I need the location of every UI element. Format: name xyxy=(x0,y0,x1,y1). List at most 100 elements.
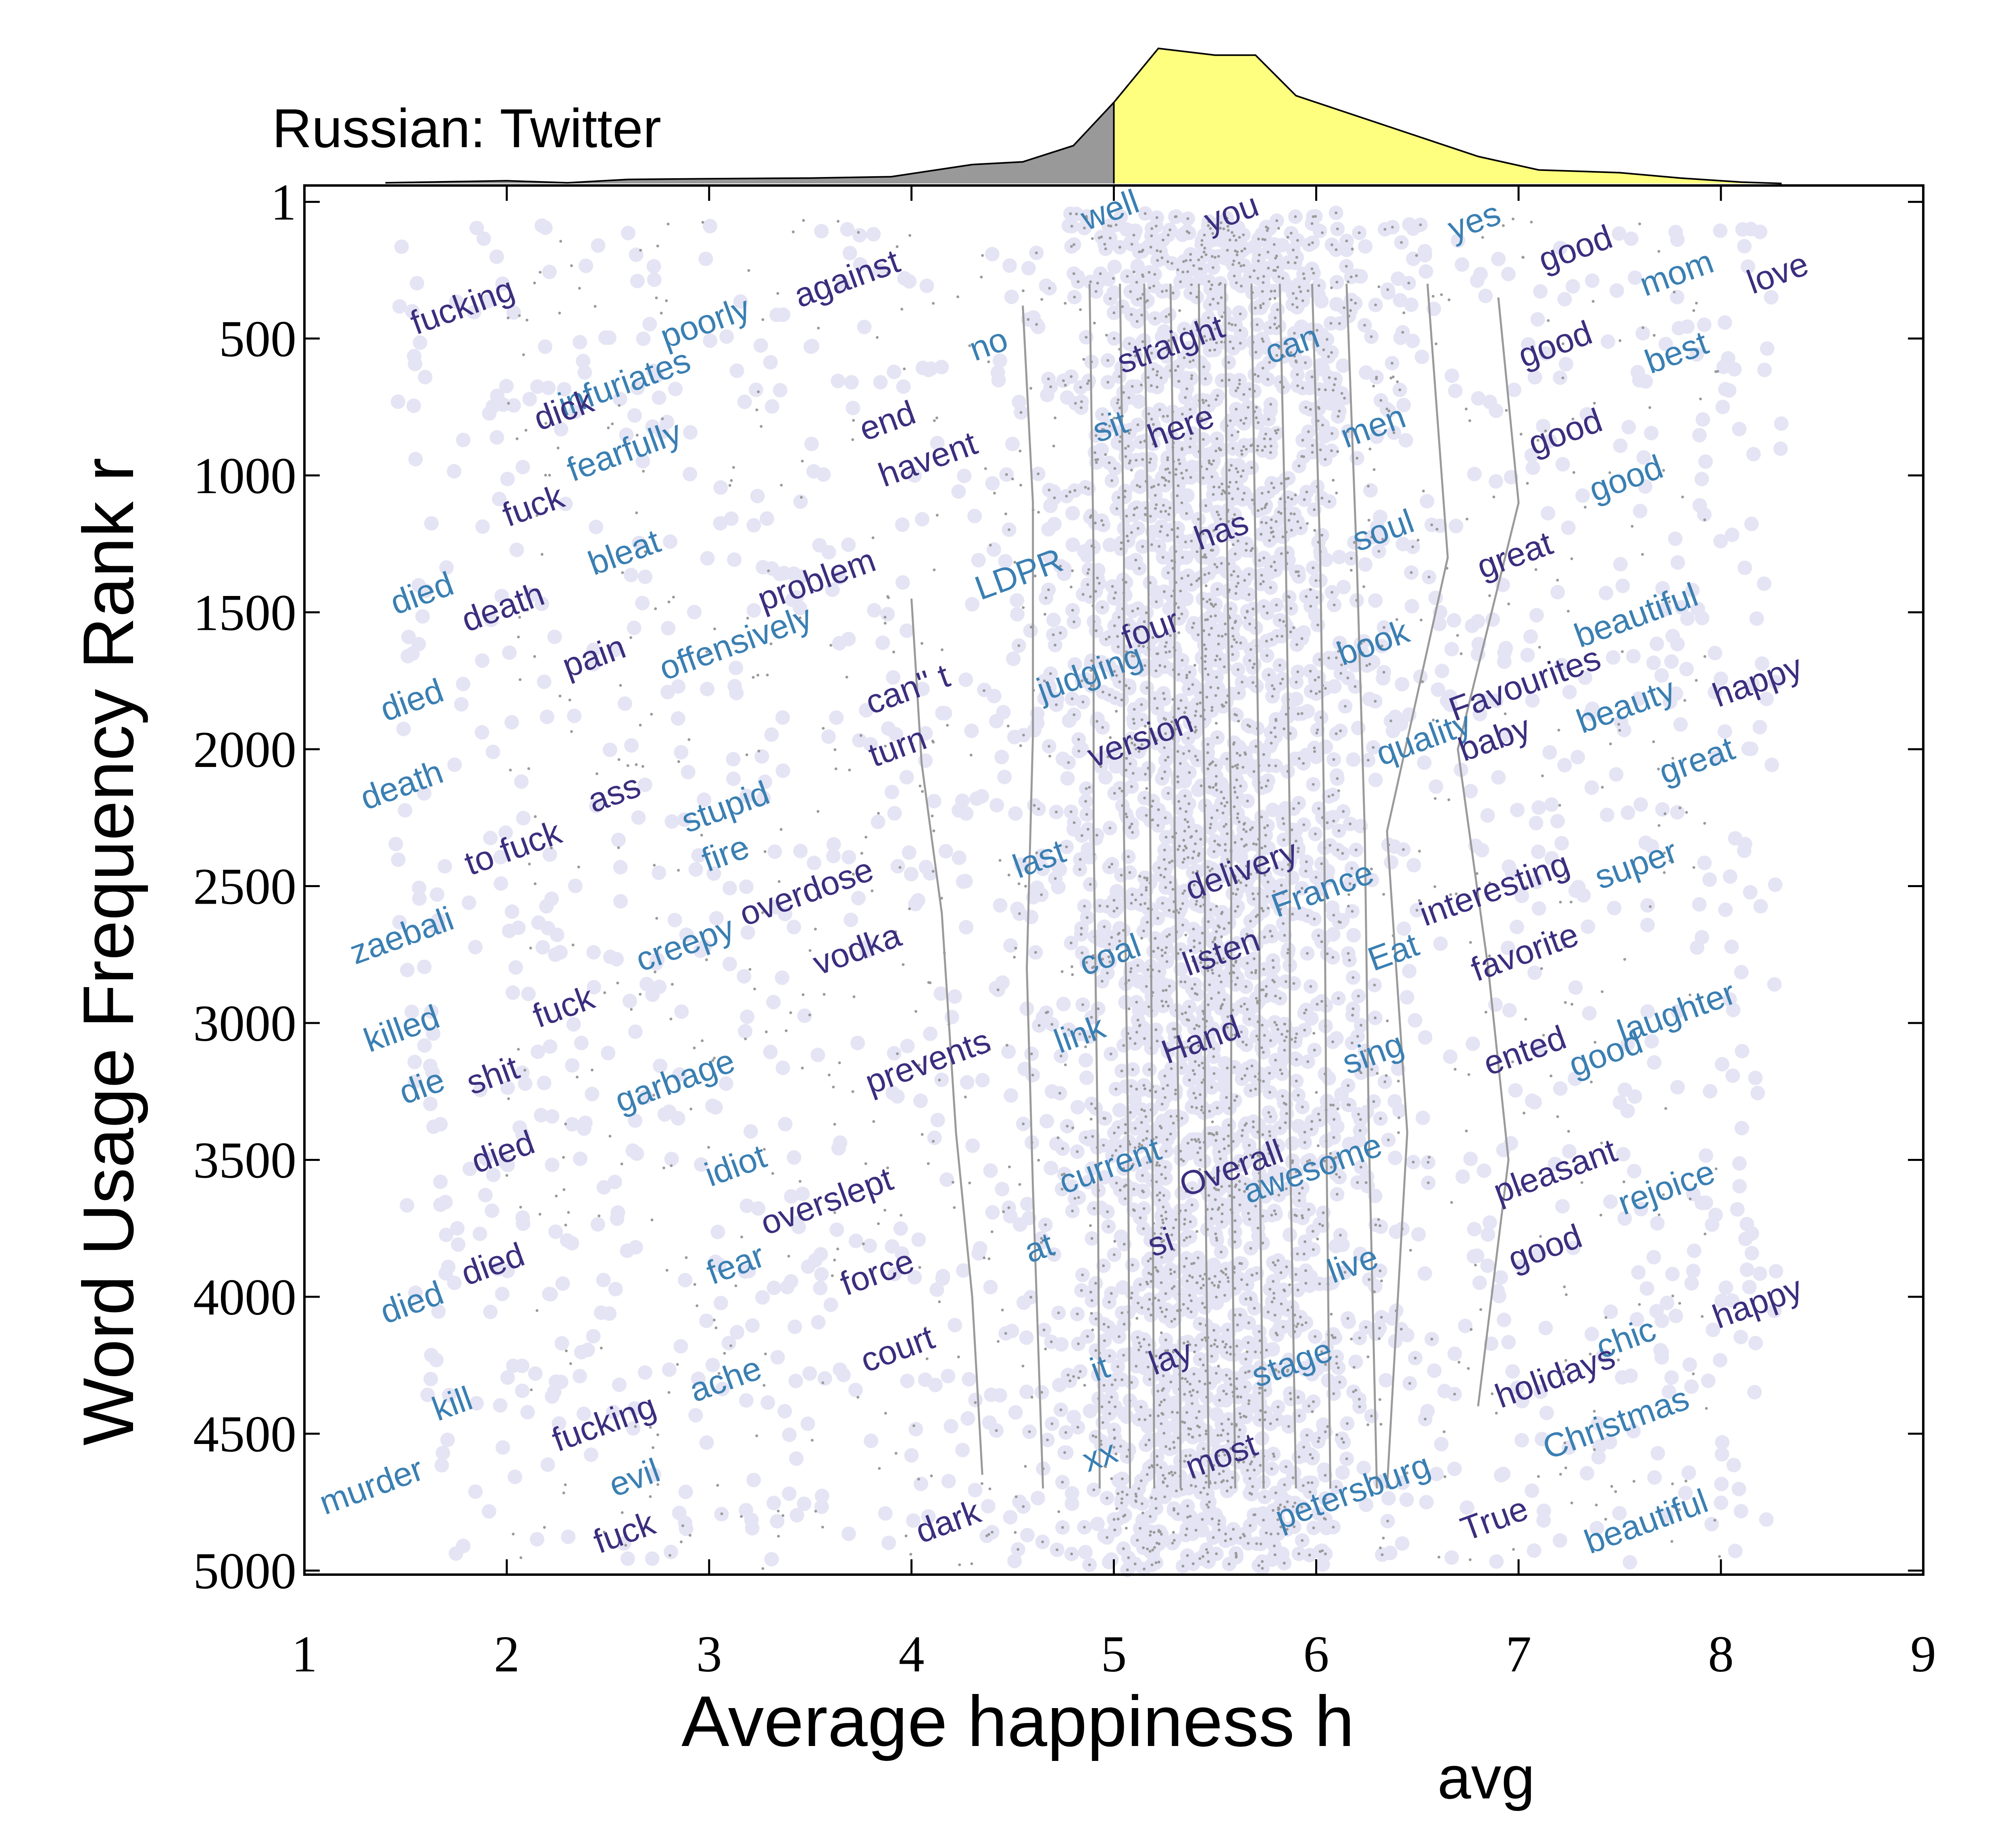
word-label: dark xyxy=(910,1492,986,1550)
word-label: super xyxy=(1590,832,1683,896)
contour-line-14 xyxy=(1457,297,1520,1406)
contour-line-1 xyxy=(910,598,983,1475)
word-label: died xyxy=(375,1273,448,1331)
contour-line-7 xyxy=(1198,283,1210,1489)
word-label: good xyxy=(1513,313,1597,375)
word-label: zaebali xyxy=(345,899,458,971)
x-tick-labels: 1 2 3 4 5 6 7 8 9 xyxy=(292,1625,1936,1683)
x-tick-label: 5 xyxy=(1101,1625,1127,1683)
x-tick-label: 8 xyxy=(1708,1625,1734,1683)
word-label: kill xyxy=(427,1379,477,1428)
word-label: died xyxy=(385,565,458,622)
word-label: ented xyxy=(1479,1018,1571,1083)
word-label: die xyxy=(394,1061,449,1112)
word-label: good xyxy=(1523,401,1607,462)
word-label: vodka xyxy=(808,916,906,982)
word-label: favorite xyxy=(1466,915,1583,989)
x-tick-label: 2 xyxy=(494,1625,520,1683)
x-axis-label-subscript: avg xyxy=(1437,1744,1535,1811)
y-tick-label: 500 xyxy=(219,310,296,368)
word-label: True xyxy=(1456,1489,1533,1548)
word-label: great xyxy=(1654,729,1739,791)
word-label: died xyxy=(466,1123,539,1181)
x-tick-label: 3 xyxy=(696,1625,722,1683)
word-label: death xyxy=(456,575,549,639)
density-contours xyxy=(910,283,1520,1489)
word-label: force xyxy=(835,1242,919,1303)
word-label: killed xyxy=(359,998,444,1060)
happiness-distribution xyxy=(385,47,1782,184)
y-tick-label: 4000 xyxy=(193,1269,296,1326)
word-label: end xyxy=(854,393,921,448)
y-tick-label: 2500 xyxy=(193,858,296,915)
contour-line-6 xyxy=(1169,283,1182,1489)
word-halos xyxy=(388,205,1789,1577)
word-label: beautiful xyxy=(1579,1481,1713,1561)
contour-line-8 xyxy=(1224,283,1237,1489)
word-label: died xyxy=(456,1235,529,1293)
distribution-outline xyxy=(385,47,1782,184)
word-label: evil xyxy=(604,1451,665,1504)
word-label: at xyxy=(1019,1225,1059,1270)
word-label: idiot xyxy=(700,1137,771,1194)
contour-line-4 xyxy=(1119,283,1131,1489)
chart-title: Russian: Twitter xyxy=(272,98,661,159)
y-tick-label: 3500 xyxy=(193,1132,296,1189)
contour-line-13 xyxy=(1386,283,1449,1489)
word-label: good xyxy=(1533,217,1617,279)
axis-ticks xyxy=(303,185,1924,1575)
word-label: best xyxy=(1640,323,1713,381)
word-label: shit xyxy=(461,1048,524,1102)
contour-line-12 xyxy=(1345,283,1378,1489)
word-label: ache xyxy=(684,1348,766,1409)
contour-line-5 xyxy=(1143,283,1156,1489)
word-label: creepy xyxy=(631,908,739,979)
x-tick-label: 6 xyxy=(1303,1625,1329,1683)
contour-line-2 xyxy=(1022,305,1044,1489)
word-label: fear xyxy=(702,1236,769,1292)
word-label: interesting xyxy=(1414,844,1574,933)
word-label: good xyxy=(1584,448,1668,509)
contour-line-11 xyxy=(1311,283,1331,1489)
x-tick-label: 1 xyxy=(292,1625,317,1683)
y-tick-label: 2000 xyxy=(193,721,296,778)
word-label: died xyxy=(375,671,448,729)
y-tick-label: 1 xyxy=(271,174,296,231)
x-tick-label: 7 xyxy=(1506,1625,1531,1683)
word-label: fucking xyxy=(547,1387,661,1459)
y-tick-label: 1500 xyxy=(193,584,296,642)
word-label: fuck xyxy=(528,978,600,1035)
x-tick-label: 9 xyxy=(1910,1625,1936,1683)
y-tick-label: 5000 xyxy=(193,1542,296,1600)
contour-line-10 xyxy=(1279,283,1297,1489)
word-label: love xyxy=(1742,244,1813,301)
word-label: you xyxy=(1199,185,1263,240)
word-label: good xyxy=(1564,1022,1647,1083)
distribution-below-neutral xyxy=(385,102,1114,183)
word-label: good xyxy=(1503,1217,1587,1278)
word-label: fire xyxy=(697,827,754,879)
y-tick-label: 4500 xyxy=(193,1406,296,1463)
word-label: stupid xyxy=(677,773,775,840)
contour-line-9 xyxy=(1250,283,1265,1489)
word-label: overslept xyxy=(756,1160,898,1242)
x-axis-label: Average happiness h xyxy=(681,1681,1354,1761)
y-axis-label: Word Usage Frequency Rank r xyxy=(68,458,148,1446)
contour-line-3 xyxy=(1088,283,1101,1489)
y-tick-label: 3000 xyxy=(193,995,296,1052)
distribution-above-neutral xyxy=(1114,48,1782,183)
y-tick-label: 1000 xyxy=(193,447,296,504)
word-halo-cloud xyxy=(388,205,1789,1577)
x-tick-label: 4 xyxy=(899,1625,925,1683)
word-label: pain xyxy=(557,627,630,685)
word-label: problem xyxy=(752,541,880,618)
word-label: rejoice xyxy=(1613,1152,1720,1222)
word-label: men xyxy=(1335,397,1410,455)
word-label: court xyxy=(856,1318,939,1379)
word-label: to fuck xyxy=(460,813,567,883)
word-label: fearfully xyxy=(562,413,687,489)
word-label: happy xyxy=(1708,647,1807,715)
